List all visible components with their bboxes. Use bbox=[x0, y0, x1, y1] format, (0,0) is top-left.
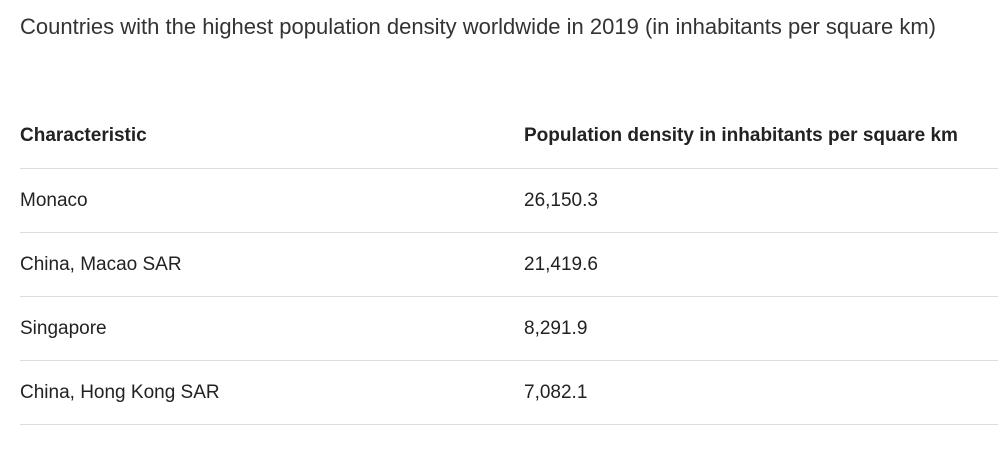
country-cell: Monaco bbox=[20, 168, 524, 233]
data-table: Characteristic Population density in inh… bbox=[20, 112, 998, 425]
table-row: Monaco 26,150.3 bbox=[20, 168, 998, 233]
table-row: Singapore 8,291.9 bbox=[20, 296, 998, 361]
value-cell: 7,082.1 bbox=[524, 360, 998, 425]
table-row: China, Hong Kong SAR 7,082.1 bbox=[20, 360, 998, 425]
table-title: Countries with the highest population de… bbox=[20, 14, 936, 39]
value-cell: 8,291.9 bbox=[524, 296, 998, 361]
value-cell: 21,419.6 bbox=[524, 232, 998, 297]
country-cell: China, Macao SAR bbox=[20, 232, 524, 297]
header-row: Characteristic Population density in inh… bbox=[20, 112, 998, 169]
country-cell: China, Hong Kong SAR bbox=[20, 360, 524, 425]
table-row: China, Macao SAR 21,419.6 bbox=[20, 232, 998, 297]
value-cell: 26,150.3 bbox=[524, 168, 998, 233]
column-header: Population density in inhabitants per sq… bbox=[524, 112, 998, 169]
country-cell: Singapore bbox=[20, 296, 524, 361]
column-header: Characteristic bbox=[20, 112, 524, 169]
